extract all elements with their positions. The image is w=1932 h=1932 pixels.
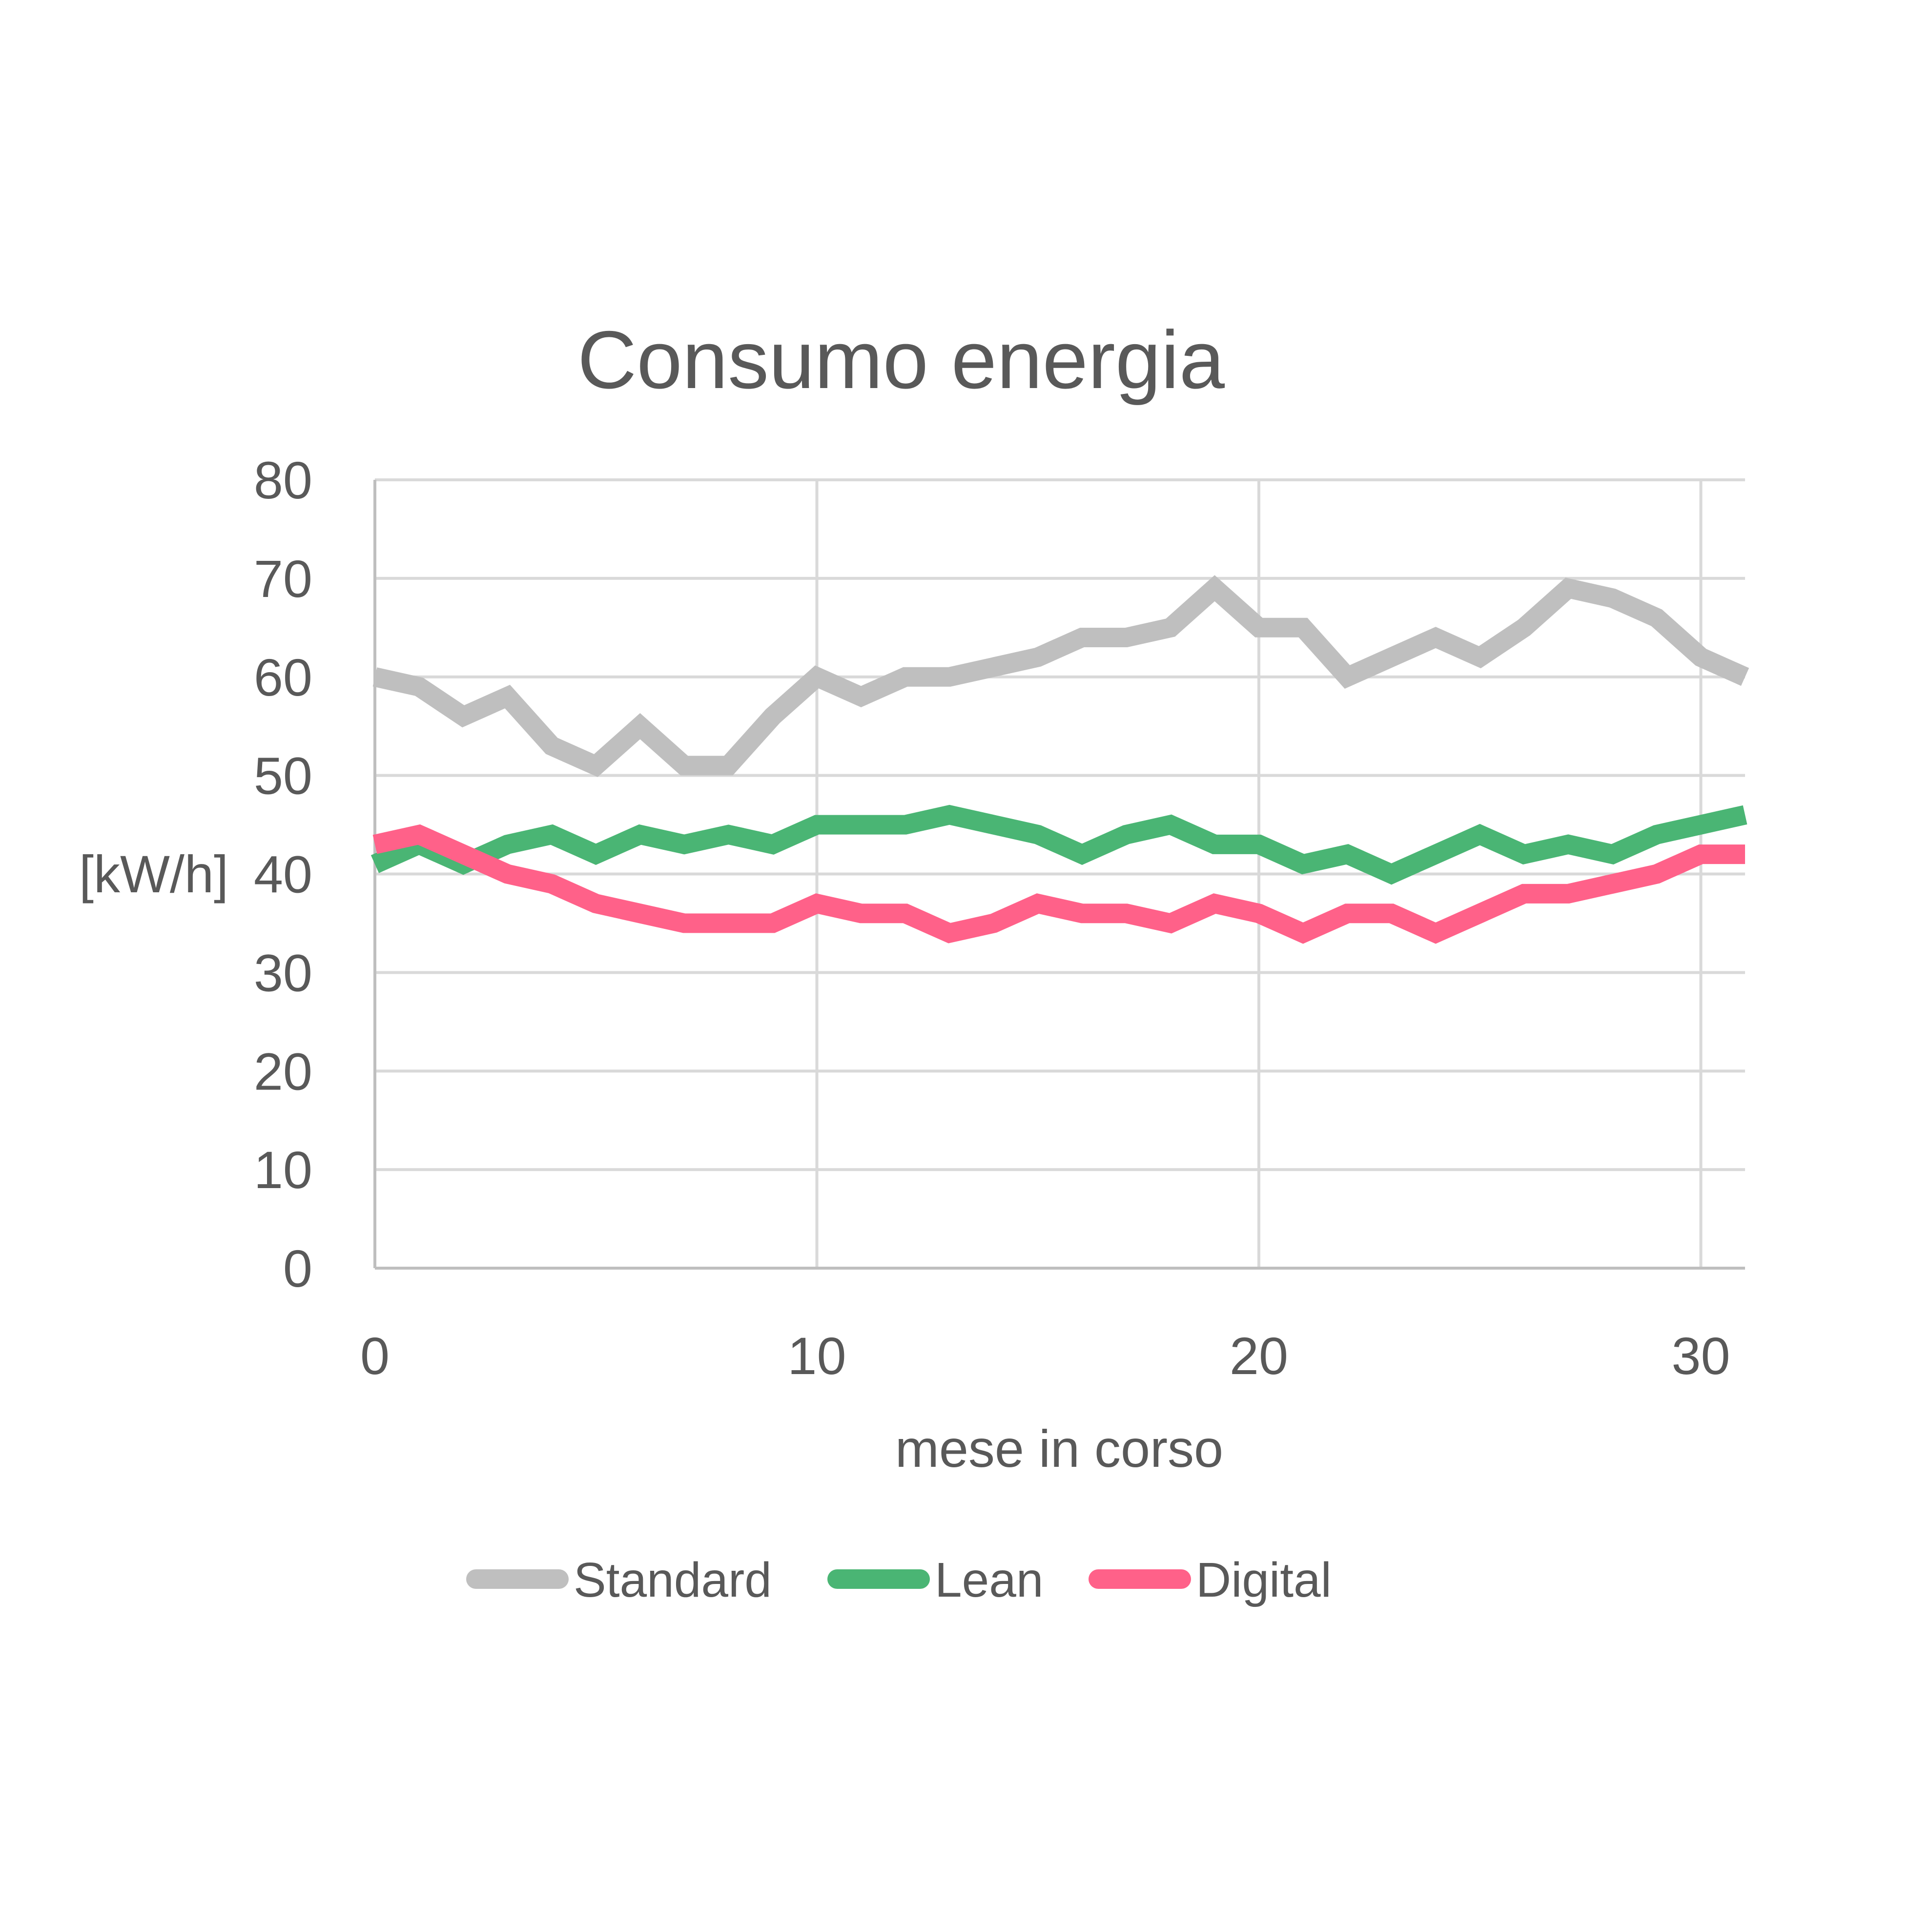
y-tick-label: 70 [254, 549, 312, 608]
x-tick-label: 30 [1671, 1326, 1730, 1385]
legend-label: Digital [1196, 1553, 1332, 1607]
legend-item-standard: Standard [466, 1553, 772, 1607]
y-tick-labels: 0 10 20 30 40 50 60 70 80 [254, 451, 312, 1298]
legend: Standard Lean Digital [466, 1553, 1332, 1607]
y-tick-label: 0 [283, 1239, 312, 1298]
legend-item-lean: Lean [827, 1553, 1043, 1607]
series-line-lean [370, 804, 1747, 885]
x-tick-label: 0 [360, 1326, 390, 1385]
y-gridlines [375, 478, 1745, 1172]
y-tick-label: 30 [254, 943, 312, 1002]
x-tick-label: 10 [787, 1326, 846, 1385]
legend-label: Standard [574, 1553, 772, 1607]
series-line-digital [372, 824, 1745, 944]
legend-item-digital: Digital [1089, 1553, 1332, 1607]
y-axis-label: [kW/h] [79, 844, 228, 904]
y-tick-label: 60 [254, 648, 312, 707]
y-tick-label: 20 [254, 1042, 312, 1101]
y-tick-label: 40 [254, 845, 312, 904]
y-tick-label: 80 [254, 451, 312, 510]
x-tick-label: 20 [1230, 1326, 1288, 1385]
series-lines [370, 575, 1749, 944]
chart-title: Consumo energia [577, 314, 1225, 406]
axes [373, 480, 1745, 1270]
x-gridlines [815, 480, 1703, 1268]
x-axis-label: mese in corso [895, 1419, 1223, 1478]
y-tick-label: 10 [254, 1140, 312, 1199]
y-tick-label: 50 [254, 746, 312, 805]
x-tick-labels: 0 10 20 30 [360, 1326, 1730, 1385]
series-line-standard [372, 575, 1749, 777]
legend-label: Lean [935, 1553, 1043, 1607]
